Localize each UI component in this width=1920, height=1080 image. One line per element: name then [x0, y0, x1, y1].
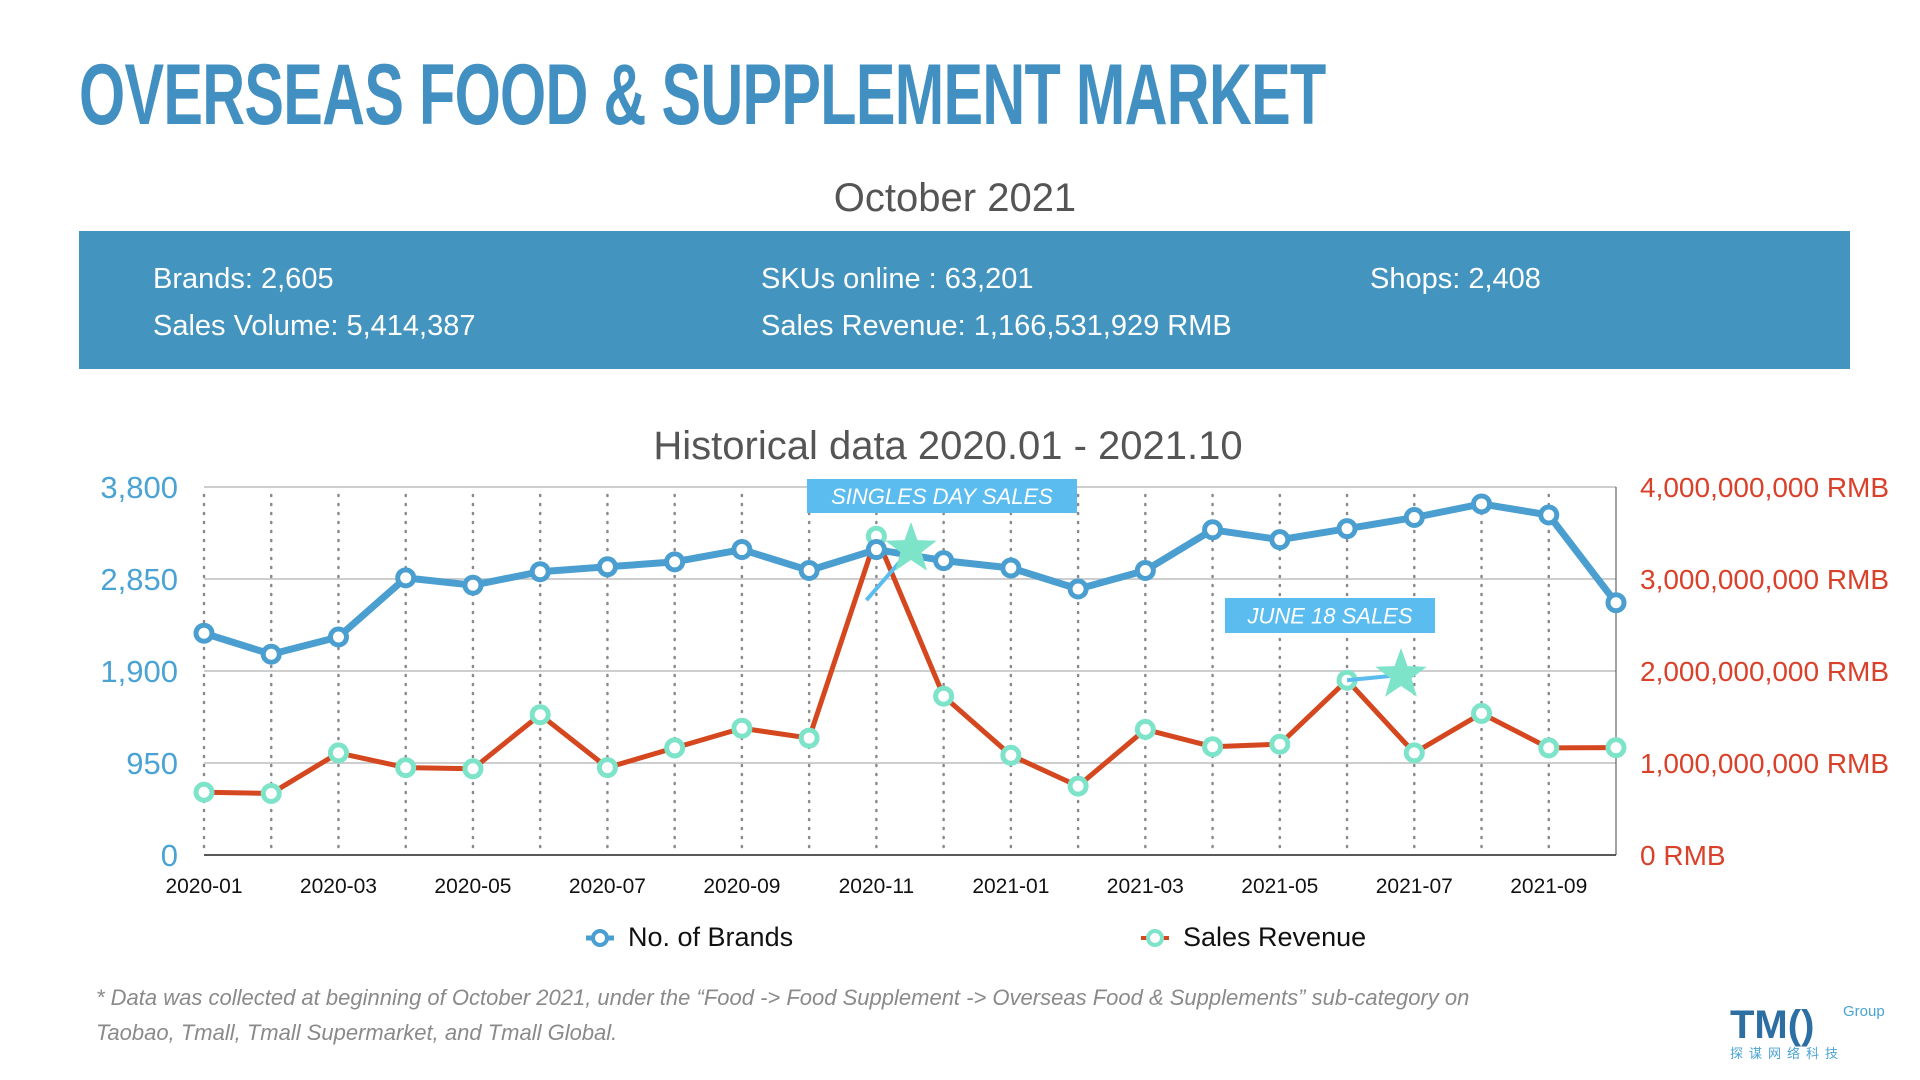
- data-point-brands: [1067, 578, 1089, 600]
- data-point-sales-revenue: [1538, 737, 1560, 759]
- data-point-sales-revenue: [327, 742, 349, 764]
- stat-brands: Brands: 2,605: [153, 263, 334, 295]
- data-point-brands: [1202, 519, 1224, 541]
- svg-text:探谋网络科技: 探谋网络科技: [1730, 1046, 1844, 1062]
- y-left-tick-label: 3,800: [100, 470, 178, 505]
- legend-revenue: Sales Revenue: [1141, 922, 1366, 953]
- footnote-line-2: Taobao, Tmall, Tmall Supermarket, and Tm…: [96, 1020, 618, 1045]
- x-tick-label: 2020-03: [300, 875, 377, 898]
- data-point-sales-revenue: [731, 717, 753, 739]
- data-point-sales-revenue: [1067, 775, 1089, 797]
- data-point-brands: [731, 539, 753, 561]
- data-point-brands: [327, 626, 349, 648]
- y-left-tick-label: 950: [126, 746, 178, 781]
- data-point-brands: [529, 561, 551, 583]
- data-point-sales-revenue: [664, 737, 686, 759]
- x-tick-label: 2020-01: [165, 875, 242, 898]
- data-point-sales-revenue: [1403, 742, 1425, 764]
- data-point-brands: [664, 551, 686, 573]
- data-point-sales-revenue: [1202, 736, 1224, 758]
- y-right-tick-label: 4,000,000,000 RMB: [1640, 472, 1889, 503]
- data-point-sales-revenue: [462, 758, 484, 780]
- data-point-sales-revenue: [260, 782, 282, 804]
- data-point-brands: [1336, 518, 1358, 540]
- x-tick-label: 2020-05: [434, 875, 511, 898]
- report-date: October 2021: [833, 176, 1077, 220]
- callout-label: SINGLES DAY SALES: [831, 484, 1053, 509]
- x-tick-label: 2020-11: [839, 875, 915, 898]
- data-point-brands: [933, 550, 955, 572]
- y-left-tick-label: 2,850: [100, 562, 178, 597]
- data-point-brands: [395, 567, 417, 589]
- legend-brands: No. of Brands: [586, 922, 793, 953]
- x-tick-label: 2020-09: [703, 875, 780, 898]
- data-point-sales-revenue: [1605, 737, 1627, 759]
- data-point-brands: [1471, 493, 1493, 515]
- x-tick-label: 2021-07: [1376, 875, 1453, 898]
- x-tick-label: 2021-09: [1510, 875, 1587, 898]
- data-point-sales-revenue: [596, 757, 618, 779]
- data-point-sales-revenue: [933, 685, 955, 707]
- legend-revenue-marker-icon: [1141, 928, 1169, 947]
- legend-brands-marker-icon: [586, 928, 614, 947]
- data-point-sales-revenue: [193, 781, 215, 803]
- data-point-brands: [798, 559, 820, 581]
- stats-banner: Brands: 2,605 SKUs online : 63,201 Shops…: [79, 231, 1850, 369]
- page-title: OVERSEAS FOOD & SUPPLEMENT MARKET: [79, 47, 1326, 143]
- series-line-sales-revenue: [203, 533, 1617, 796]
- y-right-tick-label: 1,000,000,000 RMB: [1640, 748, 1889, 779]
- footnote-line-1: * Data was collected at beginning of Oct…: [96, 985, 1470, 1010]
- y-right-tick-label: 2,000,000,000 RMB: [1640, 656, 1889, 687]
- svg-text:TM(): TM(): [1730, 1003, 1814, 1047]
- x-tick-label: 2021-03: [1107, 875, 1184, 898]
- x-tick-label: 2020-07: [569, 875, 646, 898]
- star-icon: [1375, 648, 1427, 697]
- data-point-brands: [260, 643, 282, 665]
- legend-brands-label: No. of Brands: [628, 922, 794, 952]
- data-point-brands: [1134, 559, 1156, 581]
- data-point-brands: [1538, 504, 1560, 526]
- data-point-sales-revenue: [1471, 702, 1493, 724]
- data-point-brands: [596, 556, 618, 578]
- callout-box: [807, 479, 1077, 513]
- data-point-sales-revenue: [1269, 733, 1291, 755]
- stat-shops: Shops: 2,408: [1370, 263, 1541, 295]
- legend-revenue-label: Sales Revenue: [1183, 922, 1367, 952]
- svg-text:Group: Group: [1843, 1003, 1885, 1020]
- data-point-sales-revenue: [1134, 718, 1156, 740]
- y-left-tick-label: 0: [161, 838, 178, 873]
- stat-skus: SKUs online : 63,201: [761, 263, 1034, 295]
- star-icon: [885, 522, 937, 571]
- y-left-tick-label: 1,900: [100, 654, 178, 689]
- data-point-brands: [1605, 592, 1627, 614]
- callout-box: [1225, 598, 1435, 633]
- tmo-group-logo: TM() Group 探谋网络科技: [1730, 1003, 1885, 1062]
- data-point-sales-revenue: [1000, 744, 1022, 766]
- data-point-sales-revenue: [529, 704, 551, 726]
- data-point-brands: [1000, 557, 1022, 579]
- x-tick-label: 2021-05: [1241, 875, 1318, 898]
- stat-sales-revenue: Sales Revenue: 1,166,531,929 RMB: [761, 310, 1232, 342]
- data-point-brands: [1403, 507, 1425, 529]
- data-point-brands: [193, 622, 215, 644]
- data-point-brands: [462, 574, 484, 596]
- y-right-tick-label: 3,000,000,000 RMB: [1640, 564, 1889, 595]
- chart-title: Historical data 2020.01 - 2021.10: [653, 424, 1243, 468]
- stat-sales-volume: Sales Volume: 5,414,387: [153, 310, 476, 342]
- footnote: * Data was collected at beginning of Oct…: [96, 980, 1656, 1050]
- data-point-brands: [1269, 529, 1291, 551]
- data-point-brands: [865, 539, 887, 561]
- data-point-sales-revenue: [395, 757, 417, 779]
- callout-label: JUNE 18 SALES: [1246, 604, 1412, 629]
- y-right-tick-label: 0 RMB: [1640, 840, 1726, 871]
- data-point-sales-revenue: [798, 727, 820, 749]
- x-tick-label: 2021-01: [972, 875, 1049, 898]
